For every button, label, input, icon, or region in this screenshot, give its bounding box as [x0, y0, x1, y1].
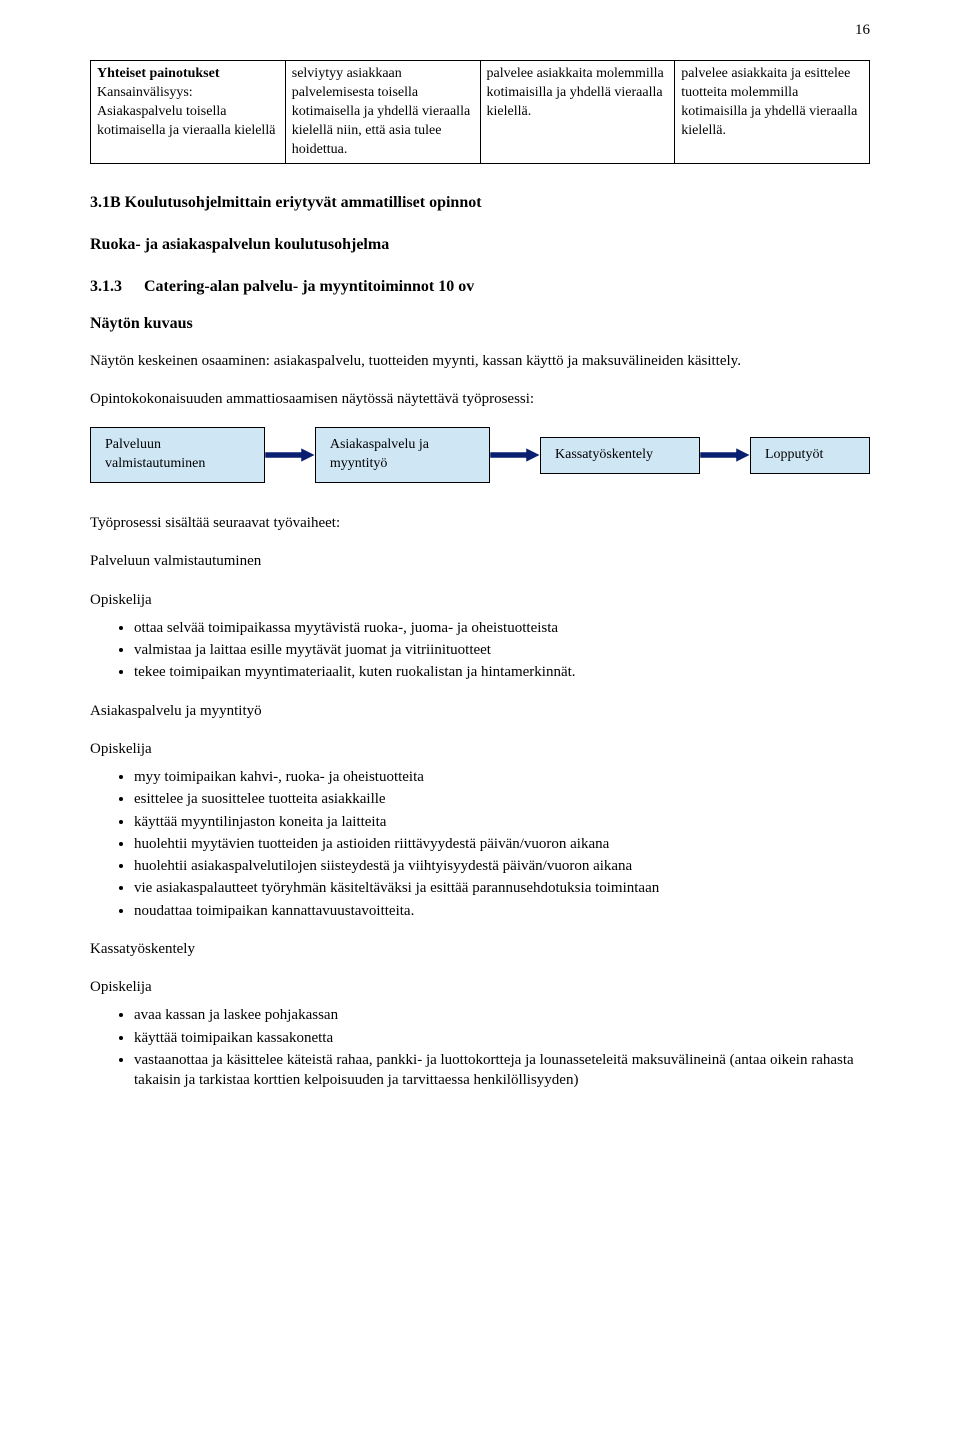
table-cell-3: palvelee asiakkaita ja esittelee tuottei…	[675, 61, 870, 164]
list-item: käyttää myyntilinjaston koneita ja laitt…	[134, 812, 870, 832]
list-item: myy toimipaikan kahvi-, ruoka- ja oheist…	[134, 767, 870, 787]
flow-node-2: Kassatyöskentely	[540, 437, 700, 474]
flow-node-0: Palveluun valmistautuminen	[90, 427, 265, 483]
stage-1-title: Asiakaspalvelu ja myyntityö	[90, 701, 870, 721]
flow-connector	[700, 448, 750, 462]
opiskelija-label: Opiskelija	[90, 739, 870, 759]
cell0-bold: Yhteiset painotukset	[97, 66, 220, 81]
flow-connector	[490, 448, 540, 462]
section-number: 3.1.3	[90, 276, 140, 298]
flow-node-1: Asiakaspalvelu ja myyntityö	[315, 427, 490, 483]
kuvaus-paragraph: Näytön keskeinen osaaminen: asiakaspalve…	[90, 351, 870, 371]
table-cell-1: selviytyy asiakkaan palvelemisesta toise…	[285, 61, 480, 164]
opiskelija-label: Opiskelija	[90, 977, 870, 997]
section-3-1-3-heading: 3.1.3 Catering-alan palvelu- ja myyntito…	[90, 276, 870, 298]
stage-0-list: ottaa selvää toimipaikassa myytävistä ru…	[90, 618, 870, 683]
program-title: Ruoka- ja asiakaspalvelun koulutusohjelm…	[90, 234, 870, 256]
list-item: huolehtii asiakaspalvelutilojen siisteyd…	[134, 856, 870, 876]
section-3-1b-title: 3.1B Koulutusohjelmittain eriytyvät amma…	[90, 192, 870, 214]
list-item: esittelee ja suosittelee tuotteita asiak…	[134, 789, 870, 809]
list-item: käyttää toimipaikan kassakonetta	[134, 1028, 870, 1048]
flow-intro: Opintokokonaisuuden ammattiosaamisen näy…	[90, 389, 870, 409]
stage-2-title: Kassatyöskentely	[90, 939, 870, 959]
list-item: vie asiakaspalautteet työryhmän käsitelt…	[134, 878, 870, 898]
list-item: tekee toimipaikan myyntimateriaalit, kut…	[134, 662, 870, 682]
list-item: huolehtii myytävien tuotteiden ja astioi…	[134, 834, 870, 854]
cell0-rest: Kansainvälisyys:Asiakaspalvelu toisella …	[97, 85, 275, 138]
list-item: avaa kassan ja laskee pohjakassan	[134, 1005, 870, 1025]
opiskelija-label: Opiskelija	[90, 590, 870, 610]
competency-table: Yhteiset painotukset Kansainvälisyys:Asi…	[90, 60, 870, 164]
process-flow: Palveluun valmistautuminen Asiakaspalvel…	[90, 427, 870, 483]
flow-connector	[265, 448, 315, 462]
stage-0-title: Palveluun valmistautuminen	[90, 551, 870, 571]
table-cell-2: palvelee asiakkaita molemmilla kotimaisi…	[480, 61, 675, 164]
table-cell-0: Yhteiset painotukset Kansainvälisyys:Asi…	[91, 61, 286, 164]
list-item: valmistaa ja laittaa esille myytävät juo…	[134, 640, 870, 660]
stage-2-list: avaa kassan ja laskee pohjakassan käyttä…	[90, 1005, 870, 1090]
stages-intro: Työprosessi sisältää seuraavat työvaihee…	[90, 513, 870, 533]
stage-1-list: myy toimipaikan kahvi-, ruoka- ja oheist…	[90, 767, 870, 921]
nayton-kuvaus-heading: Näytön kuvaus	[90, 313, 870, 335]
flow-node-3: Lopputyöt	[750, 437, 870, 474]
list-item: ottaa selvää toimipaikassa myytävistä ru…	[134, 618, 870, 638]
list-item: vastaanottaa ja käsittelee käteistä raha…	[134, 1050, 870, 1091]
page-number: 16	[855, 20, 870, 40]
list-item: noudattaa toimipaikan kannattavuustavoit…	[134, 901, 870, 921]
section-title: Catering-alan palvelu- ja myyntitoiminno…	[144, 278, 474, 295]
